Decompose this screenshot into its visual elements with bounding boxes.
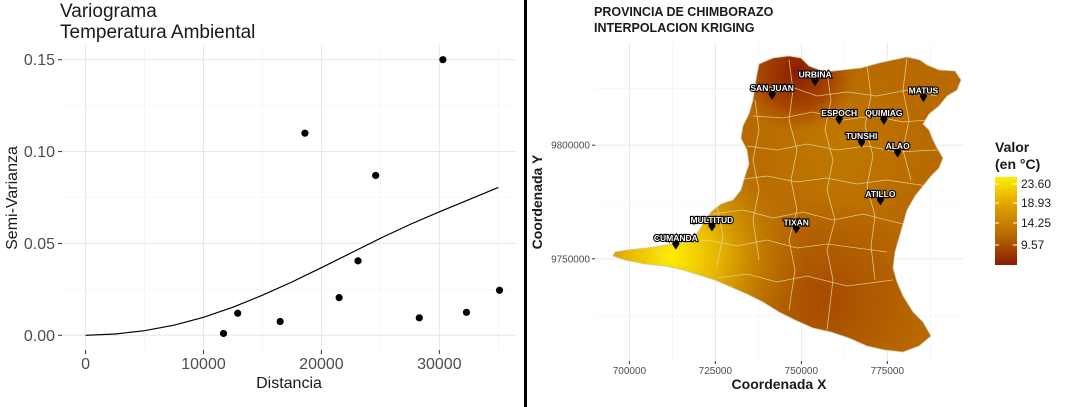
map-legend: Valor (en °C) 23.60 18.93 14.25 9.57 [995, 139, 1051, 265]
variogram-x-ticks: 0 10000 20000 30000 [81, 350, 462, 373]
variogram-y-axis-label: Semi-Varianza [4, 146, 21, 250]
variogram-x-tick-label: 30000 [417, 356, 462, 373]
town-label: MATUS [909, 86, 939, 96]
map-y-tick-label: 9800000 [551, 141, 590, 152]
variogram-point [234, 309, 242, 317]
map-x-tick-label: 725000 [699, 366, 733, 377]
variogram-y-tick-label: 0.05 [24, 236, 55, 253]
variogram-model-line [85, 186, 499, 336]
town-label: SAN JUAN [750, 83, 793, 93]
legend-label: 18.93 [1021, 196, 1051, 210]
map-x-axis-label: Coordenada X [732, 376, 828, 392]
variogram-x-tick-label: 10000 [181, 356, 226, 373]
town-marker-icon [857, 138, 866, 148]
variogram-point [219, 329, 228, 338]
variogram-point [495, 286, 504, 294]
map-title: PROVINCIA DE CHIMBORAZO [594, 5, 774, 19]
map-y-ticks: 9750000 9800000 [551, 141, 595, 265]
variogram-point [301, 129, 309, 137]
town-marker-icon [835, 115, 843, 125]
town-label: TUNSHI [846, 131, 878, 141]
town-label: TIXAN [783, 217, 809, 227]
map-x-ticks: 700000 725000 750000 775000 [613, 361, 905, 377]
map-x-tick-label: 775000 [871, 366, 905, 377]
town-marker-icon [919, 92, 928, 103]
variogram-x-tick-label: 0 [81, 356, 90, 373]
variogram-x-axis-label: Distancia [256, 375, 322, 392]
town-marker-icon [708, 222, 716, 232]
town-label: ALAO [886, 141, 910, 151]
variogram-point [462, 308, 471, 316]
variogram-subtitle: Temperatura Ambiental [60, 22, 255, 43]
variogram-point [415, 314, 423, 322]
map-x-tick-label: 700000 [613, 366, 647, 377]
town-marker-icon [768, 90, 776, 100]
variogram-y-tick-label: 0.10 [24, 144, 55, 161]
variogram-y-tick-label: 0.00 [24, 328, 55, 345]
panel-divider [524, 0, 527, 407]
kriging-map-chart: PROVINCIA DE CHIMBORAZO INTERPOLACION KR… [529, 5, 1051, 392]
town-marker-icon [876, 196, 885, 206]
town-label: QUIMIAG [865, 108, 903, 118]
town-marker-icon [894, 148, 902, 158]
legend-title-line1: Valor [995, 139, 1030, 155]
town-label: URBINA [799, 70, 832, 80]
parish-boundaries [654, 57, 938, 331]
legend-title-line2: (en °C) [995, 156, 1040, 172]
variogram-x-tick-label: 20000 [299, 356, 344, 373]
town-marker-icon [672, 240, 680, 250]
town-label: CUMANDA [654, 233, 698, 243]
town-marker-icon [880, 115, 888, 125]
town-label: ATILLO [865, 189, 895, 199]
legend-colorbar [995, 177, 1017, 265]
variogram-point [372, 171, 380, 180]
town-marker-icon [811, 77, 819, 87]
variogram-point [439, 56, 447, 64]
variogram-point [276, 317, 284, 326]
legend-label: 23.60 [1021, 177, 1051, 191]
province-outline [612, 55, 962, 353]
variogram-point [335, 294, 343, 302]
map-subtitle: INTERPOLACION KRIGING [594, 21, 754, 35]
variogram-chart: Variograma Temperatura Ambiental 0.000.0… [4, 1, 516, 392]
map-y-axis-label: Coordenada Y [529, 154, 545, 249]
variogram-title: Variograma [60, 1, 157, 22]
variogram-points [219, 56, 504, 338]
variogram-point [354, 257, 362, 265]
variogram-y-tick-label: 0.15 [24, 52, 55, 69]
town-marker-icon [792, 224, 800, 234]
map-x-tick-label: 750000 [785, 366, 819, 377]
town-label: ESPOCH [821, 108, 857, 118]
map-y-tick-label: 9750000 [551, 254, 590, 265]
legend-label: 14.25 [1021, 216, 1051, 230]
town-markers: URBINA SAN JUAN MATUS ESPOCH QUIMIAG TUNSHI AL… [653, 69, 940, 250]
town-label: MULTITUD [691, 215, 734, 225]
variogram-y-ticks: 0.00 0.05 0.10 0.15 [24, 52, 62, 345]
legend-label: 9.57 [1021, 238, 1045, 252]
